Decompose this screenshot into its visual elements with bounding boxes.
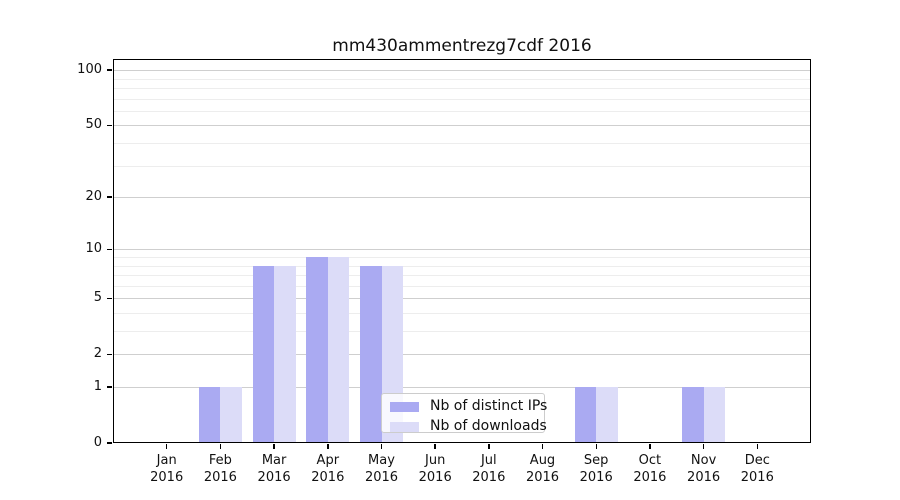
bar-may-distinct-ips <box>360 265 382 443</box>
x-tick-label: Apr 2016 <box>311 453 345 485</box>
y-tick-label: 2 <box>93 346 102 362</box>
minor-gridline <box>113 143 811 144</box>
minor-gridline <box>113 78 811 80</box>
x-tick-mark <box>327 444 329 449</box>
legend-swatch-distinct-ips <box>390 401 419 412</box>
y-tick-mark <box>107 124 112 127</box>
x-tick-label: Jul 2016 <box>472 453 506 485</box>
x-tick-label: Nov 2016 <box>687 453 721 485</box>
minor-gridline <box>113 265 811 267</box>
major-gridline <box>113 249 811 251</box>
y-tick-mark <box>107 386 112 388</box>
x-tick-label: Aug 2016 <box>525 453 560 485</box>
axes-spines <box>113 59 811 443</box>
x-tick-label: Jan 2016 <box>150 453 184 485</box>
bar-mar-downloads <box>274 265 296 443</box>
legend-item: Nb of distinct IPs <box>382 398 548 414</box>
y-tick-mark <box>107 248 112 250</box>
minor-gridline <box>113 313 811 314</box>
bar-mar-distinct-ips <box>252 265 275 443</box>
x-tick-mark <box>756 444 759 449</box>
plot-area <box>113 59 811 443</box>
major-gridline <box>113 197 811 199</box>
x-tick-label: Dec 2016 <box>740 453 774 485</box>
y-tick-mark <box>107 69 112 71</box>
bar-apr-downloads <box>327 257 350 443</box>
minor-gridline <box>113 110 811 112</box>
bar-nov-downloads <box>703 387 726 443</box>
y-tick-mark <box>107 442 112 444</box>
bar-nov-distinct-ips <box>682 387 704 443</box>
minor-gridline <box>113 165 811 167</box>
x-tick-mark <box>273 444 275 449</box>
legend-swatch-downloads <box>390 421 419 432</box>
bar-feb-downloads <box>220 387 242 443</box>
bar-sep-distinct-ips <box>574 387 597 443</box>
y-tick-label: 20 <box>85 189 102 205</box>
x-tick-mark <box>541 444 544 449</box>
y-tick-label: 10 <box>85 241 102 257</box>
x-tick-mark <box>165 444 168 449</box>
bar-apr-distinct-ips <box>306 257 328 443</box>
major-gridline <box>113 387 811 388</box>
major-gridline <box>113 354 811 356</box>
legend-label: Nb of downloads <box>430 418 547 434</box>
legend: Nb of distinct IPs Nb of downloads <box>381 393 548 434</box>
y-tick-mark <box>107 353 112 355</box>
y-tick-mark <box>107 196 112 198</box>
minor-gridline <box>113 331 811 332</box>
y-tick-label: 50 <box>85 117 102 133</box>
minor-gridline <box>113 275 811 276</box>
x-tick-mark <box>488 444 490 449</box>
x-tick-label: Feb 2016 <box>203 453 237 485</box>
minor-gridline <box>113 257 811 258</box>
legend-label: Nb of distinct IPs <box>430 398 548 414</box>
y-tick-label: 0 <box>93 435 102 450</box>
legend-item: Nb of downloads <box>382 418 547 434</box>
x-tick-mark <box>380 444 383 449</box>
major-gridline <box>113 125 811 127</box>
y-tick-label: 1 <box>93 379 102 394</box>
y-tick-label: 100 <box>77 62 102 78</box>
x-tick-label: Mar 2016 <box>257 453 291 485</box>
x-tick-mark <box>219 444 222 449</box>
x-tick-label: Jun 2016 <box>418 453 452 485</box>
major-gridline <box>113 70 811 72</box>
chart-title: mm430ammentrezg7cdf 2016 <box>332 36 592 56</box>
bar-sep-downloads <box>596 387 618 443</box>
minor-gridline <box>113 285 811 287</box>
x-tick-label: May 2016 <box>364 453 399 485</box>
x-tick-label: Oct 2016 <box>633 453 667 485</box>
x-tick-mark <box>595 444 597 449</box>
y-tick-label: 5 <box>93 290 102 306</box>
x-tick-mark <box>434 444 436 449</box>
x-tick-label: Sep 2016 <box>579 453 613 485</box>
x-tick-mark <box>702 444 705 449</box>
minor-gridline <box>113 88 811 89</box>
x-tick-mark <box>649 444 651 449</box>
bar-feb-distinct-ips <box>198 387 221 443</box>
major-gridline <box>113 298 811 300</box>
y-tick-mark <box>107 297 112 299</box>
minor-gridline <box>113 98 811 100</box>
